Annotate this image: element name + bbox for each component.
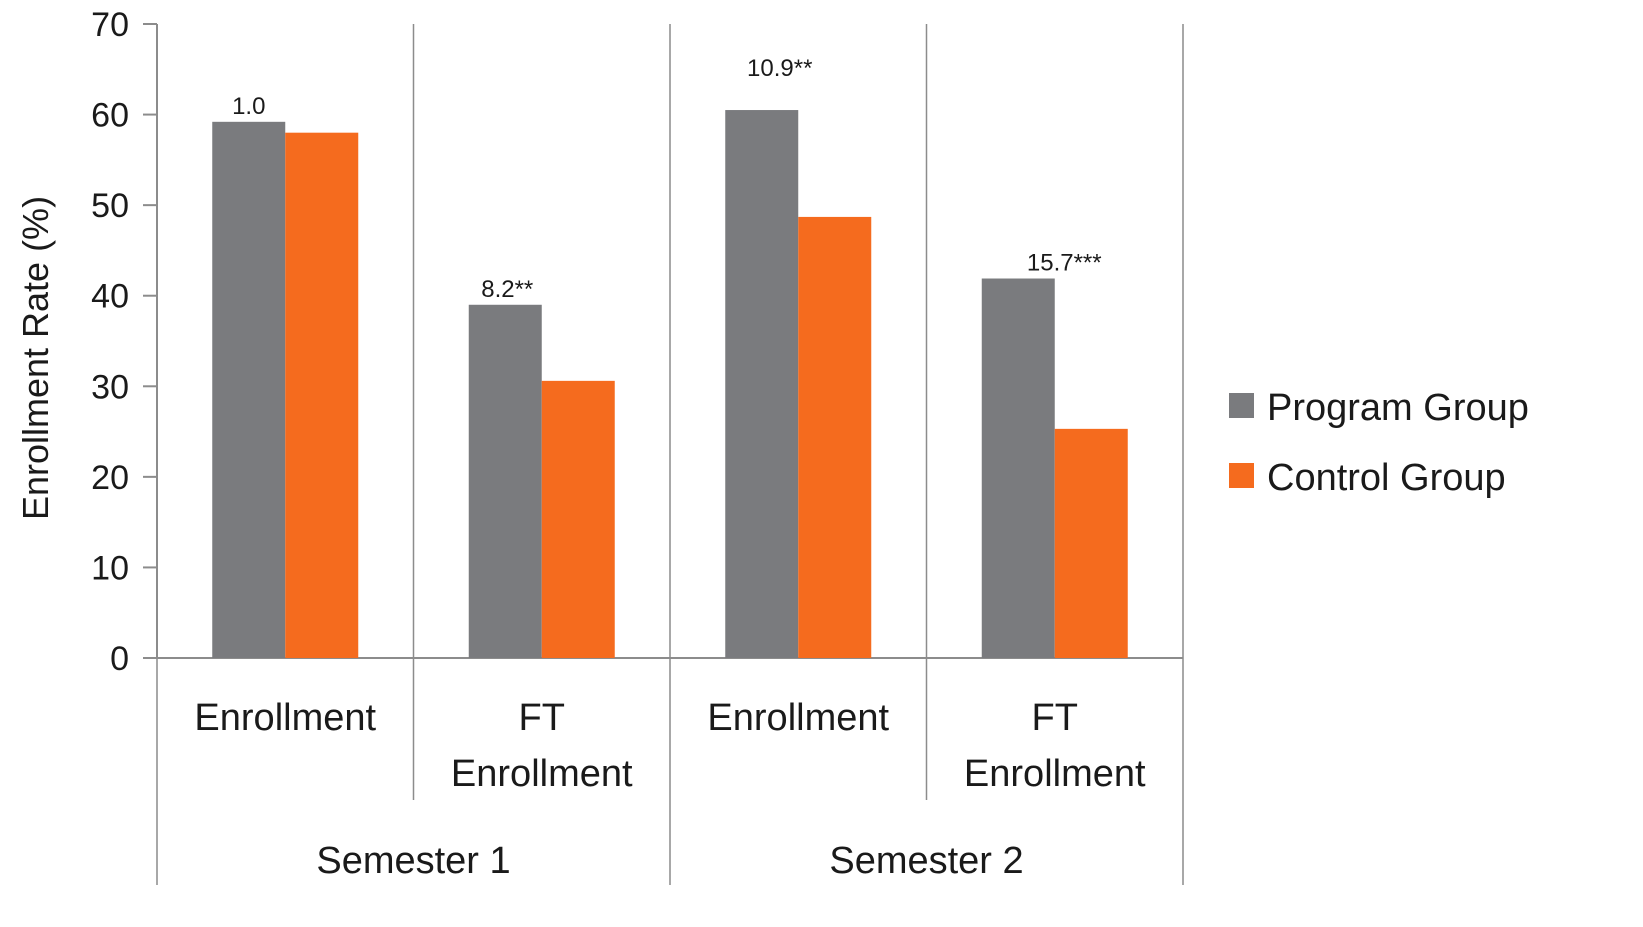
legend-swatch [1229, 463, 1254, 488]
x-category-label: Enrollment [964, 753, 1146, 795]
y-tick-label: 30 [91, 368, 129, 406]
x-group-label: Semester 1 [316, 840, 510, 882]
bar-control-group [285, 132, 359, 658]
x-category-label: Enrollment [451, 753, 633, 795]
y-tick-label: 60 [91, 97, 129, 135]
x-category-label: FT [519, 697, 565, 739]
legend-label: Program Group [1267, 387, 1529, 429]
y-tick-label: 10 [91, 549, 129, 587]
y-tick-label: 70 [91, 6, 129, 44]
y-tick-label: 0 [110, 640, 129, 678]
x-category-label: FT [1032, 697, 1078, 739]
bar-control-group [541, 380, 615, 658]
bar-control-group [798, 216, 872, 658]
data-label: 8.2** [481, 276, 533, 303]
bar-program-group [212, 121, 286, 659]
bar-program-group [468, 304, 542, 658]
x-category-label: Enrollment [707, 697, 889, 739]
plot-area: 0 10 20 30 40 50 60 70 1.0 Enrollment 8.2** FT Enrol… [91, 6, 1184, 885]
data-label: 15.7*** [1027, 250, 1102, 277]
x-group-label: Semester 2 [829, 840, 1023, 882]
data-label: 10.9** [747, 55, 812, 82]
x-category-label: Enrollment [194, 697, 376, 739]
data-label: 1.0 [232, 93, 265, 120]
bar-control-group [1054, 428, 1128, 658]
bar-program-group [981, 278, 1055, 658]
y-tick-label: 20 [91, 459, 129, 497]
legend-swatch [1229, 393, 1254, 418]
y-axis-title: Enrollment Rate (%) [15, 196, 56, 520]
legend-label: Control Group [1267, 457, 1506, 499]
legend: Program Group Control Group [1229, 387, 1529, 499]
bar-program-group [725, 110, 799, 659]
y-tick-label: 50 [91, 187, 129, 225]
y-tick-label: 40 [91, 278, 129, 316]
